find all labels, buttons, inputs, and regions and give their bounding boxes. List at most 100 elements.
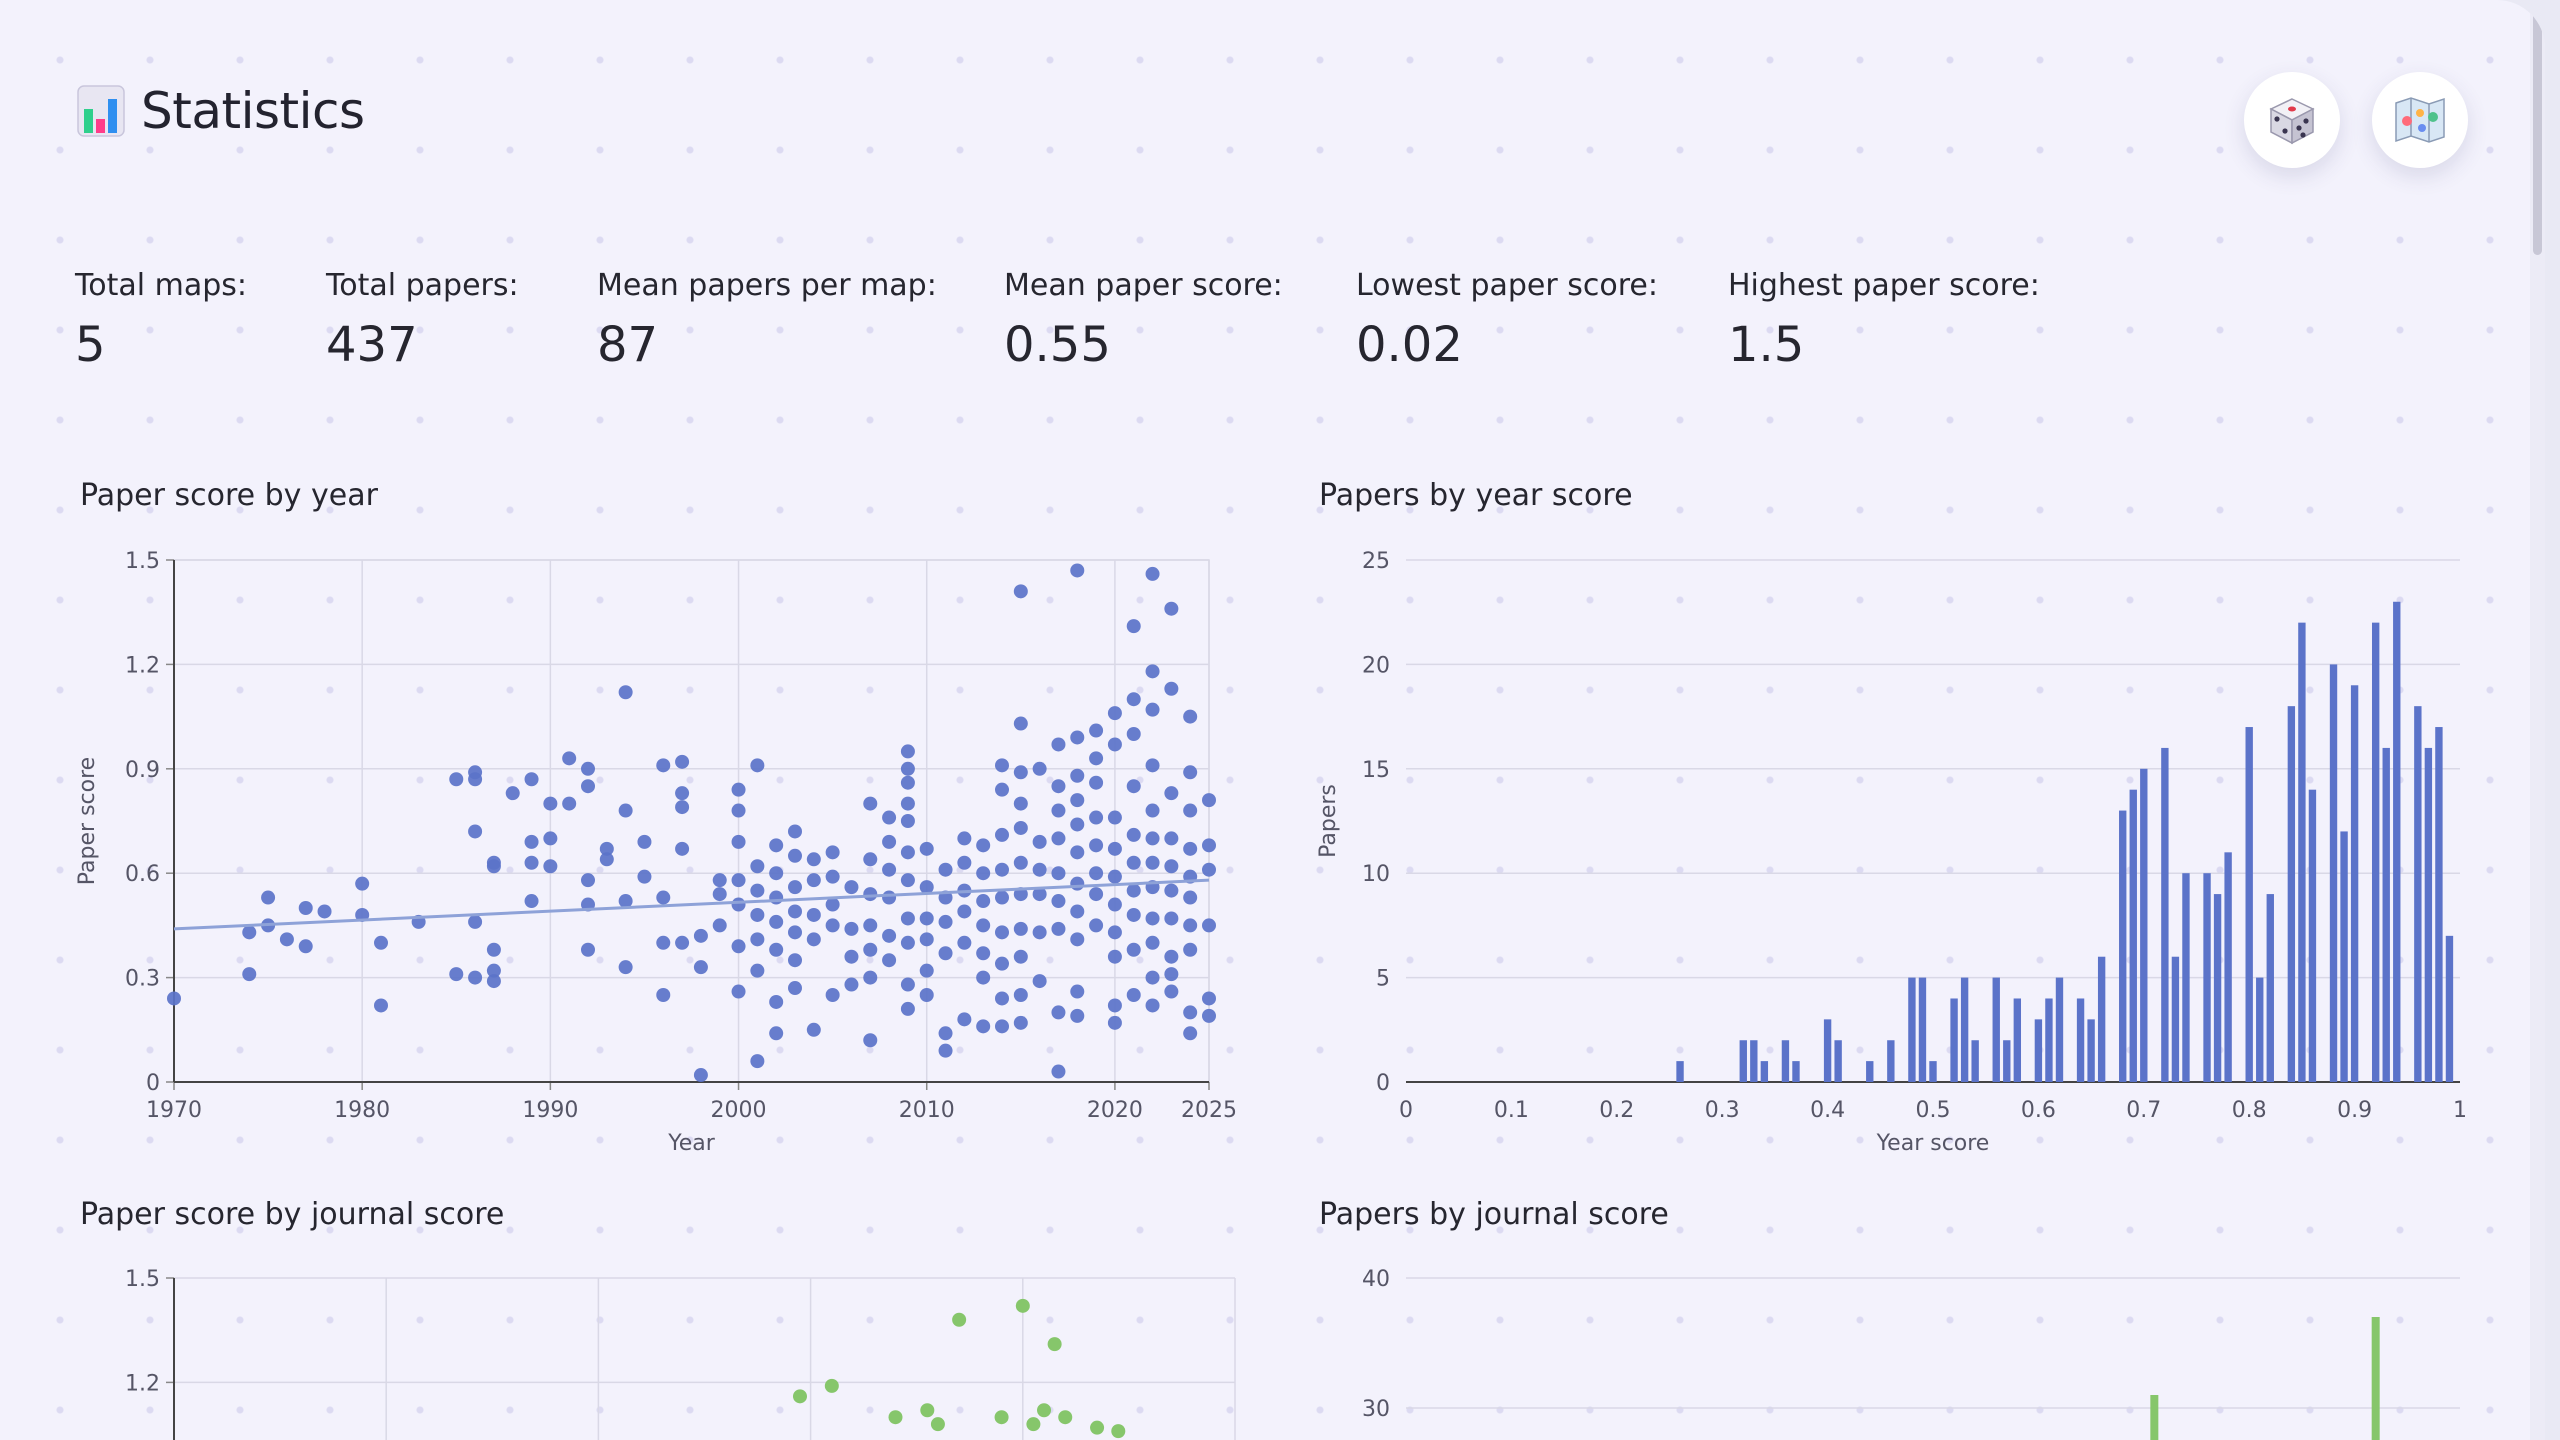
scatter-point bbox=[1070, 563, 1085, 578]
histogram-bar bbox=[1792, 1061, 1800, 1082]
scatter-point bbox=[900, 873, 915, 888]
scatter-point bbox=[562, 751, 577, 766]
scatter-point bbox=[261, 890, 276, 905]
scatter-point bbox=[1089, 810, 1104, 825]
scatter-point bbox=[1111, 1424, 1126, 1439]
scatter-point bbox=[1107, 810, 1122, 825]
scatter-point bbox=[806, 852, 821, 867]
scatter-point bbox=[693, 928, 708, 943]
scatter-point bbox=[900, 761, 915, 776]
scatter-point bbox=[468, 970, 483, 985]
scatter-point bbox=[1183, 890, 1198, 905]
scatter-point bbox=[1164, 949, 1179, 964]
histogram-bar bbox=[2129, 789, 2137, 1082]
scatter-point bbox=[1126, 827, 1141, 842]
scatter-point bbox=[900, 814, 915, 828]
y-tick-label: 25 bbox=[1362, 549, 1390, 574]
map-icon bbox=[2395, 97, 2445, 143]
scatter-point bbox=[957, 935, 972, 950]
scatter-point bbox=[1013, 765, 1028, 780]
chart-title-papers-by-year-score: Papers by year score bbox=[1319, 478, 1633, 513]
scatter-point bbox=[1089, 751, 1104, 766]
scatter-point bbox=[1070, 1008, 1085, 1023]
scatter-point bbox=[1051, 737, 1066, 752]
scatter-point bbox=[1051, 866, 1066, 881]
scatter-point bbox=[750, 932, 765, 947]
histogram-bar bbox=[2171, 956, 2180, 1082]
scatter-point bbox=[1013, 949, 1028, 964]
scatter-point bbox=[1183, 841, 1198, 856]
x-tick-label: 1990 bbox=[522, 1098, 578, 1123]
histogram-bar bbox=[1760, 1061, 1769, 1082]
scatter-point bbox=[825, 869, 840, 884]
scatter-point bbox=[468, 914, 483, 929]
scatter-point bbox=[825, 897, 840, 912]
scatter-point bbox=[1126, 942, 1141, 957]
histogram-bar bbox=[2161, 747, 2169, 1082]
scatter-point bbox=[1126, 727, 1141, 741]
scatter-point bbox=[524, 772, 539, 787]
scatter-point bbox=[863, 852, 878, 867]
scatter-point bbox=[1058, 1410, 1073, 1425]
scrollbar[interactable] bbox=[2530, 0, 2545, 1440]
scatter-point bbox=[731, 834, 746, 849]
scatter-point bbox=[543, 831, 558, 846]
scatter-point bbox=[1164, 681, 1179, 696]
scatter-point bbox=[844, 949, 859, 964]
scatter-point bbox=[995, 1019, 1009, 1034]
maps-button[interactable] bbox=[2372, 72, 2468, 168]
x-tick-label: 0.6 bbox=[2021, 1098, 2056, 1123]
scatter-point bbox=[675, 754, 690, 769]
scatter-point bbox=[1145, 664, 1160, 679]
scatter-point bbox=[995, 758, 1009, 773]
histogram-bar bbox=[2435, 727, 2443, 1082]
y-tick-label: 1.2 bbox=[125, 1371, 160, 1396]
y-tick-label: 20 bbox=[1362, 653, 1390, 678]
scatter-point bbox=[938, 862, 953, 877]
scatter-point bbox=[355, 876, 370, 891]
scatter-point bbox=[1051, 831, 1066, 846]
scatter-point bbox=[938, 914, 953, 929]
histogram-bar bbox=[2266, 894, 2274, 1082]
scatter-point bbox=[1070, 817, 1085, 832]
histogram-bar bbox=[1750, 1040, 1758, 1082]
scatter-point bbox=[1032, 834, 1047, 849]
scatter-point bbox=[656, 758, 671, 773]
x-tick-label: 0.3 bbox=[1705, 1098, 1740, 1123]
scrollbar-thumb[interactable] bbox=[2533, 0, 2542, 255]
chart-title-score-by-journal: Paper score by journal score bbox=[80, 1197, 505, 1232]
scatter-point bbox=[919, 841, 934, 856]
histogram-bar bbox=[1866, 1061, 1874, 1082]
scatter-point bbox=[1013, 716, 1028, 731]
scatter-point bbox=[788, 981, 802, 996]
scatter-point bbox=[769, 942, 784, 957]
stat-total-maps: Total maps: 5 bbox=[75, 268, 247, 373]
scatter-point bbox=[1090, 1420, 1105, 1435]
scatter-point bbox=[976, 946, 991, 961]
scatter-point bbox=[1013, 988, 1028, 1002]
scatter-point bbox=[1013, 1015, 1028, 1030]
scatter-point bbox=[374, 998, 388, 1013]
scatter-point bbox=[1126, 907, 1141, 922]
scatter-point bbox=[863, 918, 878, 933]
histogram-bar bbox=[2087, 1019, 2095, 1082]
x-tick-label: 1970 bbox=[146, 1098, 202, 1123]
scatter-point bbox=[957, 904, 972, 919]
histogram-bar bbox=[1834, 1040, 1842, 1082]
random-dice-button[interactable] bbox=[2244, 72, 2340, 168]
scatter-point bbox=[900, 796, 915, 811]
scatter-point bbox=[882, 834, 897, 849]
scatter-point bbox=[486, 859, 501, 874]
scatter-point bbox=[863, 970, 878, 985]
scatter-point bbox=[919, 932, 934, 947]
stat-total-papers: Total papers: 437 bbox=[326, 268, 519, 373]
bar-chart-icon bbox=[77, 85, 125, 137]
scatter-point bbox=[750, 1054, 765, 1069]
histogram-bar bbox=[2224, 852, 2232, 1082]
histogram-bar bbox=[2340, 831, 2348, 1082]
scatter-point bbox=[1107, 925, 1122, 940]
histogram-bar bbox=[1887, 1040, 1895, 1082]
scatter-point bbox=[788, 824, 802, 839]
histogram-bar bbox=[2003, 1040, 2011, 1082]
